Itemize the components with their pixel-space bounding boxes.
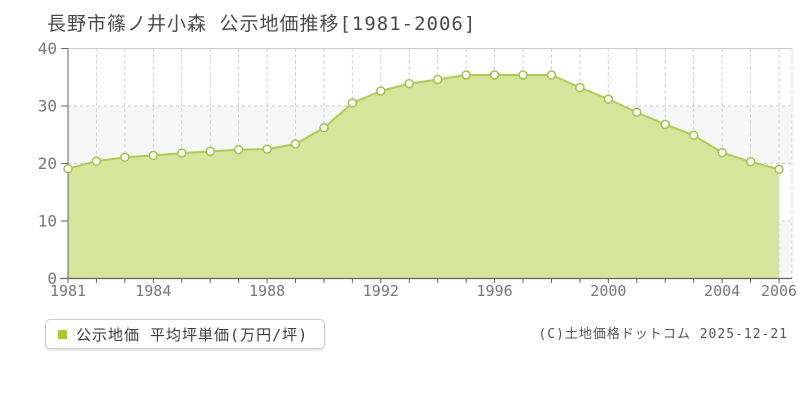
copyright-text: (C)土地価格ドットコム 2025-12-21 <box>538 327 788 342</box>
data-point <box>290 139 301 149</box>
y-tick-label: 20 <box>38 154 57 173</box>
price-area-chart: 0 10 20 30 40 1981 1984 1988 1992 1996 2000 2004 200… <box>38 39 797 300</box>
data-point <box>233 144 244 155</box>
data-point <box>489 70 500 80</box>
legend-swatch-icon <box>58 329 67 339</box>
x-tick-label: 1981 <box>50 282 86 300</box>
x-tick-label: 2004 <box>704 282 740 300</box>
x-tick-label: 1992 <box>363 282 399 300</box>
data-point <box>148 150 159 161</box>
data-point <box>177 148 187 158</box>
data-point <box>774 164 784 175</box>
legend: 公示地価 平均坪単価(万円/坪) <box>45 319 326 349</box>
area-fill <box>68 75 779 279</box>
data-point <box>63 163 73 174</box>
data-point <box>347 98 358 108</box>
data-point <box>546 70 557 80</box>
x-tick-label: 2006 <box>761 282 797 300</box>
y-tick-label: 30 <box>38 97 57 116</box>
data-point <box>660 119 670 130</box>
data-point <box>432 74 443 85</box>
data-point <box>603 94 614 104</box>
data-point <box>120 152 130 162</box>
data-point <box>319 123 329 133</box>
data-point <box>376 86 386 96</box>
chart-title: 長野市篠ノ井小森 公示地価推移[1981-2006] <box>47 13 477 35</box>
y-tick-label: 0 <box>47 269 57 288</box>
data-point <box>632 107 642 118</box>
x-tick-label: 1996 <box>477 282 513 300</box>
data-point <box>262 144 272 154</box>
data-point <box>205 146 215 157</box>
x-tick-label: 1988 <box>249 282 285 300</box>
y-tick-label: 40 <box>38 39 57 58</box>
x-tick-label: 2000 <box>590 282 626 300</box>
data-point <box>518 70 528 80</box>
legend-label: 公示地価 平均坪単価(万円/坪) <box>76 325 309 344</box>
y-tick-label: 10 <box>38 212 57 231</box>
data-point <box>461 70 471 80</box>
data-point <box>745 157 756 167</box>
data-point <box>575 82 585 93</box>
x-tick-label: 1984 <box>135 282 171 300</box>
data-point <box>717 147 727 158</box>
data-point <box>404 78 415 89</box>
data-point <box>688 130 699 141</box>
data-point <box>91 156 102 166</box>
